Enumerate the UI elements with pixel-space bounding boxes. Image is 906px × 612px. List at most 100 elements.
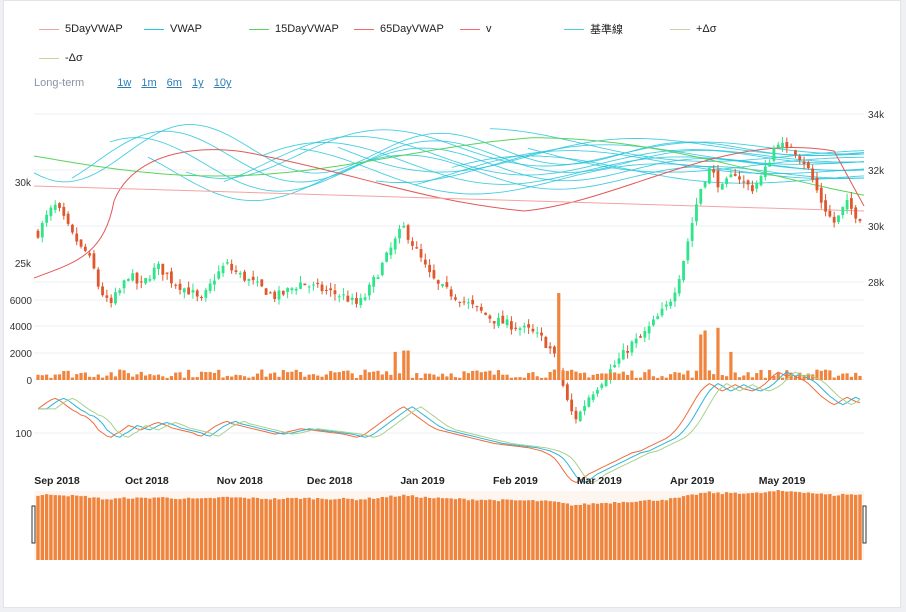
candle-body <box>466 302 470 304</box>
navigator-bar <box>673 497 677 560</box>
legend-item[interactable]: VWAP <box>144 21 202 37</box>
navigator-bar <box>359 499 363 560</box>
volume-bar <box>436 376 440 380</box>
navigator-bar <box>492 500 496 560</box>
navigator-bar <box>544 500 548 560</box>
candle-body <box>144 278 147 284</box>
volume-bar <box>419 377 423 380</box>
legend-item[interactable]: v <box>460 21 492 37</box>
navigator-bar <box>178 499 182 560</box>
candle-body <box>522 325 526 328</box>
range-button-1w[interactable]: 1w <box>117 77 132 89</box>
navigator-bar <box>410 495 415 560</box>
navigator-bar <box>853 494 858 560</box>
navigator-bar <box>393 496 397 560</box>
volume-bar <box>527 372 531 380</box>
candle-body <box>604 378 608 386</box>
navigator-bar <box>681 496 686 560</box>
navigator-bar <box>759 493 763 560</box>
range-button-1m[interactable]: 1m <box>141 77 157 89</box>
navigator-bar <box>587 504 591 560</box>
candle-body <box>329 288 333 291</box>
volume-bar <box>251 376 255 380</box>
navigator-bar <box>346 498 350 560</box>
candle-body <box>423 259 427 265</box>
navigator-bar <box>75 495 79 560</box>
legend-item[interactable]: +Δσ <box>670 21 717 37</box>
legend-item[interactable]: 65DayVWAP <box>354 21 444 37</box>
navigator-bar <box>406 495 410 560</box>
candle-body <box>729 174 733 178</box>
volume-bar <box>415 373 419 380</box>
volume-bar <box>96 374 100 380</box>
candle-body <box>428 264 432 273</box>
volume-bar <box>350 373 354 380</box>
chart-canvas[interactable]: 30k 25k 34k 32k 30k 28k 6000 4000 2000 0 100 Sep 20… <box>4 1 902 609</box>
candle-body <box>312 284 315 286</box>
volume-bar <box>789 372 793 380</box>
range-button-1y[interactable]: 1y <box>192 77 204 89</box>
navigator-bar <box>690 494 694 560</box>
vwap-line <box>337 138 865 173</box>
legend-swatch <box>249 28 269 30</box>
navigator-bar <box>212 498 217 560</box>
candle-body <box>841 206 845 216</box>
volume-bar <box>785 370 789 380</box>
navigator-bar <box>483 500 488 560</box>
axes: 30k 25k 34k 32k 30k 28k 6000 4000 2000 0 100 Sep 20… <box>10 110 885 487</box>
navigator-bar <box>845 494 849 560</box>
candle-body <box>268 292 272 294</box>
volume-bar <box>561 370 565 380</box>
navigator-bar <box>337 498 341 560</box>
candle-body <box>101 286 104 296</box>
navigator-bar <box>234 497 238 560</box>
volume-bar <box>191 377 195 380</box>
candle-body <box>738 176 741 180</box>
navigator-bar <box>397 496 402 560</box>
navigator-bar <box>660 499 664 560</box>
legend-item[interactable]: 基準線 <box>564 21 623 37</box>
navigator-bar <box>746 493 750 560</box>
volume-bar <box>819 370 823 380</box>
navigator-bar <box>638 500 643 560</box>
volume-bar <box>354 377 359 380</box>
candle-body <box>432 270 436 279</box>
navigator-bar <box>363 499 367 560</box>
navigator-bar <box>737 493 742 560</box>
navigator-bar <box>561 502 565 560</box>
navigator-bar <box>66 496 70 560</box>
candle-body <box>367 284 371 296</box>
volume-bar <box>397 373 402 380</box>
volume-bar <box>664 377 668 380</box>
candle-body <box>79 239 83 247</box>
legend-item[interactable]: 15DayVWAP <box>249 21 339 37</box>
navigator-bar <box>578 504 582 560</box>
candle-body <box>553 346 556 354</box>
navigator-bar <box>186 497 191 560</box>
navigator-bar <box>49 494 53 560</box>
navigator-bar <box>53 495 57 560</box>
navigator-bar <box>470 499 475 560</box>
candle-body <box>53 204 57 210</box>
navigator-bar <box>62 495 66 560</box>
volume-bar <box>92 376 96 380</box>
legend-item[interactable]: -Δσ <box>39 50 83 66</box>
volume-bar <box>307 374 311 380</box>
navigator-handle-left <box>31 505 36 544</box>
volume-bar <box>677 372 681 380</box>
volume-bar <box>479 372 483 380</box>
volume-bar <box>798 372 802 380</box>
candle-body <box>445 282 449 287</box>
volume-bar <box>802 374 806 380</box>
candle-body <box>307 286 311 288</box>
range-button-6m[interactable]: 6m <box>166 77 182 89</box>
volume-bar <box>410 377 415 380</box>
navigator-bar <box>195 498 199 560</box>
candle-body <box>828 210 832 217</box>
oscillator-line <box>38 371 861 483</box>
date-tick: Feb 2019 <box>493 475 538 487</box>
range-button-10y[interactable]: 10y <box>213 77 232 89</box>
volume-tick: 6000 <box>10 296 33 307</box>
legend-item[interactable]: 5DayVWAP <box>39 21 123 37</box>
candle-body <box>83 246 87 251</box>
